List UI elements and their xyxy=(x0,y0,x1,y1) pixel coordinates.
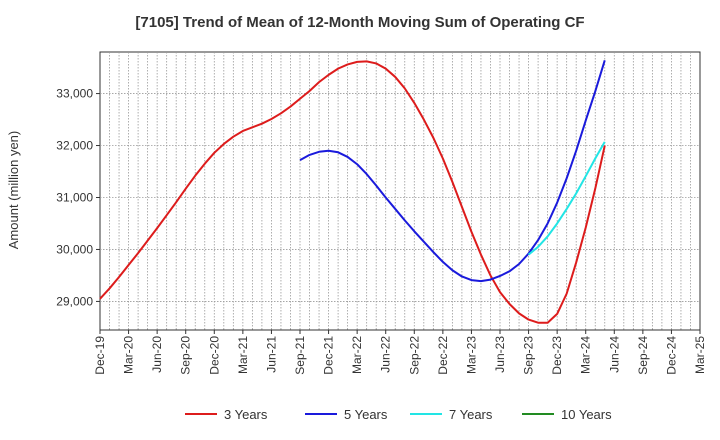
y-tick-label: 33,000 xyxy=(56,87,93,101)
x-tick-label: Mar-23 xyxy=(464,336,478,374)
legend-label-10-years: 10 Years xyxy=(561,407,612,422)
y-tick-label: 30,000 xyxy=(56,242,93,256)
legend-label-3-years: 3 Years xyxy=(224,407,268,422)
x-tick-label: Mar-21 xyxy=(236,336,250,374)
series-line-5-years xyxy=(299,60,606,283)
legend: 3 Years 5 Years 7 Years 10 Years xyxy=(185,407,612,422)
legend-label-7-years: 7 Years xyxy=(449,407,493,422)
x-tick-label: Dec-22 xyxy=(436,336,450,375)
x-tick-label: Dec-20 xyxy=(207,336,221,375)
x-tick-label: Dec-24 xyxy=(664,336,678,375)
x-tick-label: Sep-21 xyxy=(293,336,307,375)
x-tick-labels: Dec-19 Mar-20 Jun-20 Sep-20 Dec-20 Mar-21 Jun-… xyxy=(93,330,707,375)
x-tick-label: Sep-24 xyxy=(636,336,650,375)
x-tick-label: Dec-21 xyxy=(322,336,336,375)
series-line-7-years xyxy=(527,141,606,256)
legend-label-5-years: 5 Years xyxy=(344,407,388,422)
x-tick-label: Jun-24 xyxy=(607,336,621,373)
x-tick-label: Mar-22 xyxy=(350,336,364,374)
y-tick-label: 31,000 xyxy=(56,190,93,204)
chart-title: [7105] Trend of Mean of 12-Month Moving … xyxy=(135,14,584,31)
series-layer xyxy=(99,60,606,324)
x-tick-label: Mar-20 xyxy=(122,336,136,374)
x-tick-label: Mar-25 xyxy=(693,336,707,374)
plot-frame xyxy=(99,51,701,331)
x-tick-label: Jun-21 xyxy=(264,336,278,373)
x-tick-label: Dec-23 xyxy=(550,336,564,375)
plot-background xyxy=(99,51,701,331)
x-tick-label: Mar-24 xyxy=(579,336,593,374)
y-tick-label: 29,000 xyxy=(56,294,93,308)
x-tick-label: Jun-20 xyxy=(150,336,164,373)
x-tick-label: Dec-19 xyxy=(93,336,107,375)
y-tick-labels: 29,000 30,000 31,000 32,000 33,000 xyxy=(56,87,100,308)
x-tick-label: Sep-23 xyxy=(522,336,536,375)
x-tick-label: Jun-22 xyxy=(379,336,393,373)
y-tick-label: 32,000 xyxy=(56,139,93,153)
y-axis-label: Amount (million yen) xyxy=(6,131,21,250)
x-tick-label: Sep-22 xyxy=(407,336,421,375)
x-tick-label: Jun-23 xyxy=(493,336,507,373)
grid-lines xyxy=(100,52,700,330)
series-line-3-years xyxy=(99,60,606,324)
x-tick-label: Sep-20 xyxy=(179,336,193,375)
